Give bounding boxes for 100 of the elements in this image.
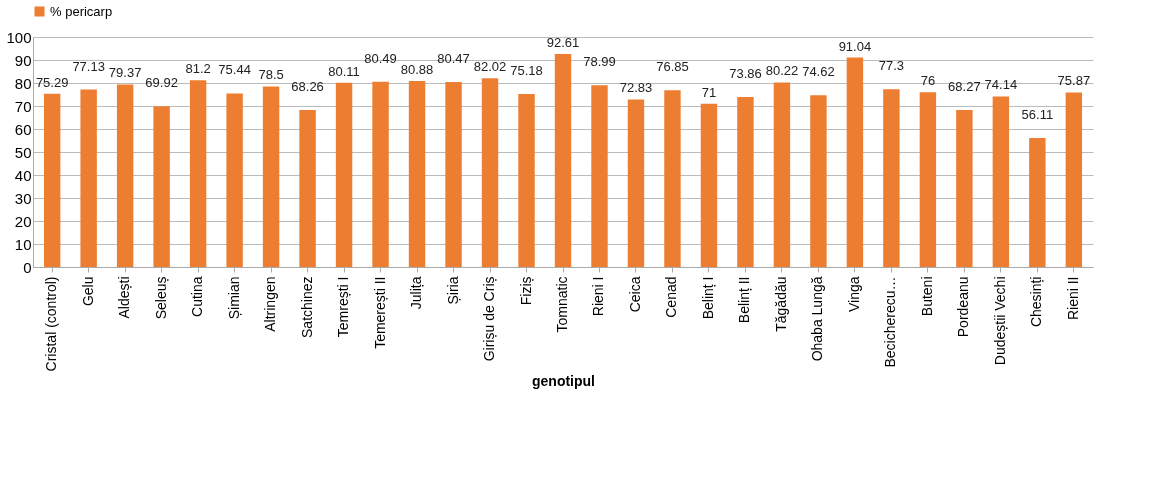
x-tick-label: Pordeanu: [955, 276, 972, 338]
x-tick-label: Belinț I: [699, 276, 716, 320]
x-tick-label: Belinț II: [736, 276, 753, 324]
x-tick-label: Șimian: [225, 276, 242, 320]
bar: [372, 81, 389, 267]
x-tick-label: Becicherecu…: [882, 276, 899, 368]
x-tick-label: Cutina: [189, 276, 206, 317]
data-label: 72.83: [619, 80, 653, 96]
x-tick-label: Cristal (control): [43, 276, 60, 372]
y-tick-label: 70: [14, 97, 32, 115]
data-label: 91.04: [838, 38, 872, 54]
x-tick-label: Rieni I: [590, 276, 607, 317]
data-label: 69.92: [145, 75, 178, 91]
data-label: 76: [920, 73, 936, 89]
y-tick-label: 40: [14, 166, 32, 184]
data-label: 68.27: [948, 78, 981, 94]
bar: [992, 96, 1010, 267]
x-tick-label: Buteni: [918, 276, 935, 317]
bar: [518, 94, 535, 267]
bar: [335, 82, 353, 267]
x-tick-label: Vinga: [845, 276, 862, 313]
x-tick-label: Girișu de Criș: [481, 276, 498, 362]
data-label: 92.61: [546, 35, 580, 50]
x-tick-label: Ohaba Lungă: [809, 276, 826, 362]
y-tick-label: 0: [23, 258, 32, 276]
x-tick-label: Gelu: [79, 276, 96, 307]
data-label: 74.14: [984, 77, 1018, 93]
x-tick-label: Tomnatic: [554, 276, 570, 333]
x-tick-label: Julița: [408, 276, 425, 310]
legend-label: % pericarp: [50, 3, 113, 19]
bar: [773, 82, 791, 267]
bar: [408, 80, 426, 267]
bar: [737, 97, 754, 267]
data-label: 80.47: [437, 50, 470, 66]
y-tick-label: 50: [14, 143, 32, 161]
x-tick-label: Rieni II: [1064, 276, 1081, 321]
bar: [956, 109, 973, 267]
data-label: 75.29: [35, 74, 69, 90]
y-tick-label: 20: [14, 212, 32, 230]
data-label: 75.87: [1057, 73, 1091, 89]
data-label: 68.26: [291, 79, 324, 94]
data-label: 75.18: [510, 63, 543, 79]
x-tick-label: Fiziș: [517, 276, 534, 306]
data-label: 78.99: [583, 54, 616, 70]
bar: [43, 93, 61, 267]
bar: [883, 89, 900, 267]
y-tick-label: 60: [14, 120, 32, 138]
bar: [664, 90, 681, 267]
y-tick-label: 30: [14, 189, 32, 207]
x-tick-label: Tăgădău: [772, 276, 789, 332]
y-tick-label: 10: [14, 235, 32, 253]
x-tick-label: Ceica: [626, 276, 643, 313]
x-tick-label: Altringen: [262, 276, 279, 332]
bar: [1029, 137, 1046, 267]
bar: [627, 99, 645, 267]
data-label: 81.2: [185, 61, 211, 77]
data-label: 80.88: [400, 61, 434, 77]
bar: [554, 54, 572, 267]
bar: [1065, 92, 1083, 267]
data-label: 75.44: [218, 62, 251, 78]
bar: [445, 81, 462, 267]
data-label: 80.49: [364, 50, 397, 66]
bar: [700, 103, 718, 267]
data-label: 76.85: [656, 59, 689, 75]
data-label: 71: [701, 84, 717, 100]
data-label: 79.37: [108, 65, 142, 81]
x-tick-label: Cenad: [663, 276, 680, 318]
bar: [846, 57, 864, 267]
data-label: 77.3: [878, 58, 905, 74]
data-label: 56.11: [1021, 106, 1054, 122]
bar: [262, 86, 280, 267]
x-tick-label: Temerești II: [371, 276, 388, 349]
data-label: 73.86: [729, 66, 762, 82]
data-label: 82.02: [473, 59, 507, 75]
x-tick-label: Satchinez: [298, 276, 315, 338]
x-tick-label: Dudeștii Vechi: [991, 276, 1008, 366]
y-tick-label: 90: [14, 51, 32, 69]
data-label: 77.13: [72, 58, 105, 74]
data-label: 74.62: [802, 64, 835, 80]
bar: [189, 80, 207, 267]
bar: [153, 106, 170, 267]
x-axis-title: genotipul: [532, 373, 595, 390]
x-tick-label: Seleuș: [152, 276, 169, 320]
bar: [80, 89, 97, 267]
y-tick-label: 100: [6, 28, 32, 46]
data-label: 80.22: [765, 63, 799, 79]
y-tick-label: 80: [14, 74, 32, 92]
bar: [226, 93, 243, 267]
bar: [299, 110, 316, 267]
x-tick-label: Temrești I: [335, 276, 352, 338]
x-tick-label: Aldești: [116, 276, 133, 319]
bar: [919, 92, 937, 267]
bar: [116, 84, 134, 267]
bar: [481, 78, 499, 267]
x-tick-label: Șiria: [444, 276, 461, 305]
bar: [810, 95, 827, 267]
bar: [591, 85, 608, 267]
data-label: 78.5: [258, 67, 284, 83]
data-label: 80.11: [328, 63, 360, 79]
x-tick-label: Chesinți: [1028, 276, 1045, 328]
